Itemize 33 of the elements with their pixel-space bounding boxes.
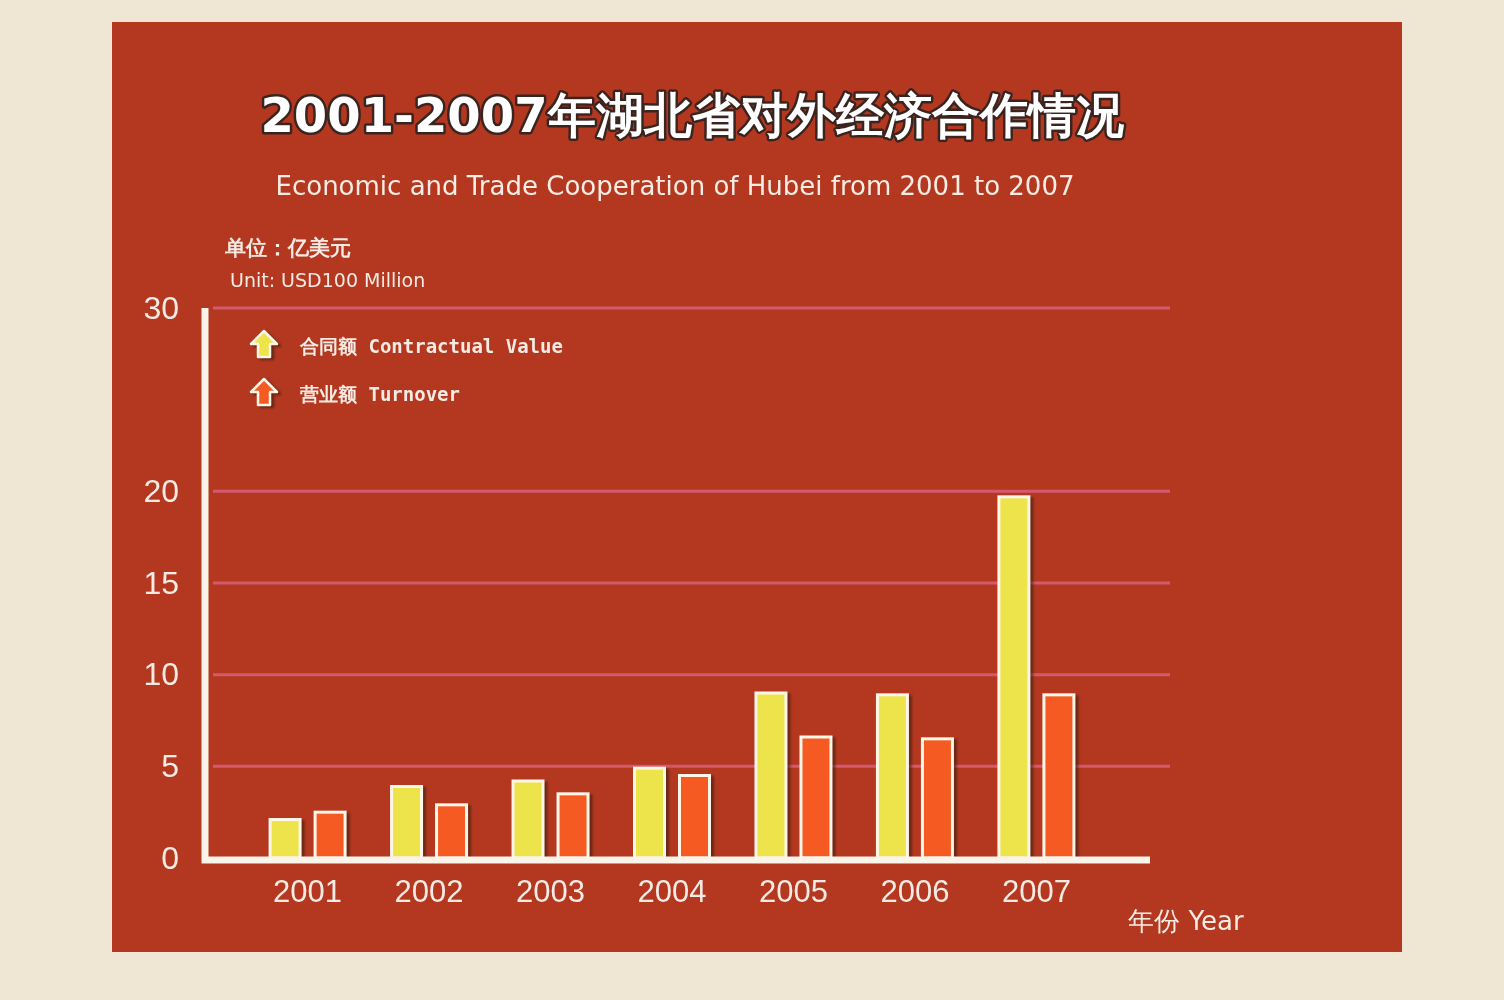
x-tick-label: 2005 <box>758 874 828 910</box>
bar <box>799 735 833 860</box>
bar <box>1042 693 1076 860</box>
legend-label: 合同额 Contractual Value <box>299 335 563 357</box>
x-tick-label: 2002 <box>394 874 464 910</box>
y-tick-label: 0 <box>161 839 179 876</box>
x-tick-label: 2001 <box>273 874 343 910</box>
x-tick-label: 2007 <box>1001 874 1071 910</box>
y-tick-label: 15 <box>143 564 179 601</box>
y-tick-label: 30 <box>143 289 179 326</box>
bar <box>920 737 954 860</box>
bar <box>556 792 590 860</box>
bar <box>678 774 711 860</box>
bar <box>633 766 666 860</box>
bar <box>754 691 788 860</box>
legend-label: 营业额 Turnover <box>299 383 460 405</box>
bar <box>511 779 545 860</box>
bar <box>997 495 1031 860</box>
bar <box>268 818 302 860</box>
y-tick-label: 5 <box>161 748 179 785</box>
bar <box>390 785 424 860</box>
x-tick-label: 2006 <box>880 874 950 910</box>
bar <box>435 803 469 860</box>
y-axis-title: 单位：亿美元 Unit: USD100 Million <box>224 236 426 291</box>
bar <box>875 693 909 860</box>
bar <box>313 810 347 860</box>
x-tick-label: 2004 <box>637 874 707 910</box>
y-tick-label: 10 <box>143 656 179 693</box>
x-axis-title: 年份 Year <box>1128 906 1244 936</box>
chart-title: 2001-2007年湖北省对外经济合作情况 <box>260 87 1124 143</box>
x-tick-label: 2003 <box>516 874 586 910</box>
y-tick-label: 20 <box>143 473 179 510</box>
chart-subtitle: Economic and Trade Cooperation of Hubei from 2001 to 2007 <box>275 171 1075 201</box>
